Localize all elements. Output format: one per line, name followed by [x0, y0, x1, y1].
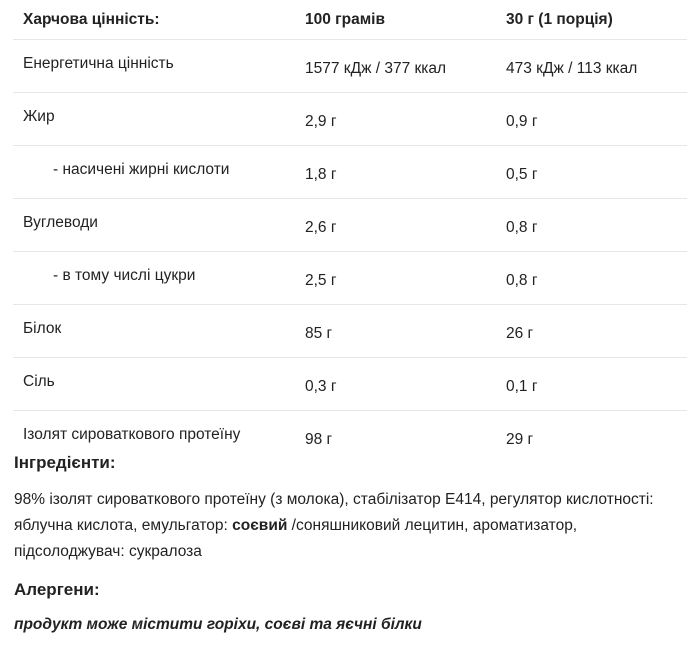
value-per-serving: 26 г	[496, 304, 687, 358]
value-per-serving: 0,8 г	[496, 198, 687, 252]
value-per-100g: 2,9 г	[295, 92, 496, 146]
value-per-serving: 29 г	[506, 431, 534, 448]
ingredients-text-part: 98% ізолят сироваткового протеїну (з мол…	[14, 491, 654, 534]
value-per-100g: 85 г	[295, 304, 496, 358]
ingredients-text-part: /соняшниковий лецитин, ароматизатор, під…	[14, 517, 578, 560]
value-per-serving: 0,1 г	[496, 357, 687, 411]
row-label: Сіль	[13, 357, 295, 411]
header-nutrition-value: Харчова цінність:	[13, 0, 295, 40]
table-row: Енергетична цінність 1577 кДж / 377 ккал…	[13, 39, 687, 93]
header-per-100g: 100 грамів	[295, 0, 496, 40]
nutrition-table: Харчова цінність: 100 грамів 30 г (1 пор…	[13, 0, 687, 463]
table-row: Сіль 0,3 г 0,1 г	[13, 357, 687, 411]
row-label: - насичені жирні кислоти	[13, 145, 295, 199]
value-per-serving: 473 кДж / 113 ккал	[496, 39, 687, 93]
ingredients-text: 98% ізолят сироваткового протеїну (з мол…	[14, 487, 654, 565]
row-label: Вуглеводи	[13, 198, 295, 252]
nutrition-header-row: Харчова цінність: 100 грамів 30 г (1 пор…	[13, 0, 687, 40]
table-row: Вуглеводи 2,6 г 0,8 г	[13, 198, 687, 252]
table-row: - насичені жирні кислоти 1,8 г 0,5 г	[13, 145, 687, 199]
value-per-100g: 1,8 г	[295, 145, 496, 199]
allergen-highlight: соєвий	[232, 517, 288, 534]
value-per-100g: 1577 кДж / 377 ккал	[295, 39, 496, 93]
allergens-text: продукт може містити горіхи, соєві та яє…	[14, 616, 422, 633]
table-row: Ізолят сироваткового протеїну 98 г 29 г	[13, 411, 687, 464]
value-per-serving: 0,9 г	[496, 92, 687, 146]
value-per-100g: 98 г	[305, 431, 333, 448]
row-label: Ізолят сироваткового протеїну	[23, 426, 241, 443]
row-label: Білок	[13, 304, 295, 358]
table-row: Жир 2,9 г 0,9 г	[13, 92, 687, 146]
table-row: Білок 85 г 26 г	[13, 304, 687, 358]
value-per-serving: 0,5 г	[496, 145, 687, 199]
row-label: Енергетична цінність	[13, 39, 295, 93]
value-per-serving: 0,8 г	[496, 251, 687, 305]
header-per-serving: 30 г (1 порція)	[496, 0, 687, 40]
value-per-100g: 2,6 г	[295, 198, 496, 252]
ingredients-heading: Інгредієнти:	[14, 453, 116, 472]
allergens-heading: Алергени:	[14, 580, 100, 599]
table-row: - в тому числі цукри 2,5 г 0,8 г	[13, 251, 687, 305]
row-label: Жир	[13, 92, 295, 146]
value-per-100g: 0,3 г	[295, 357, 496, 411]
value-per-100g: 2,5 г	[295, 251, 496, 305]
row-label: - в тому числі цукри	[13, 251, 295, 305]
